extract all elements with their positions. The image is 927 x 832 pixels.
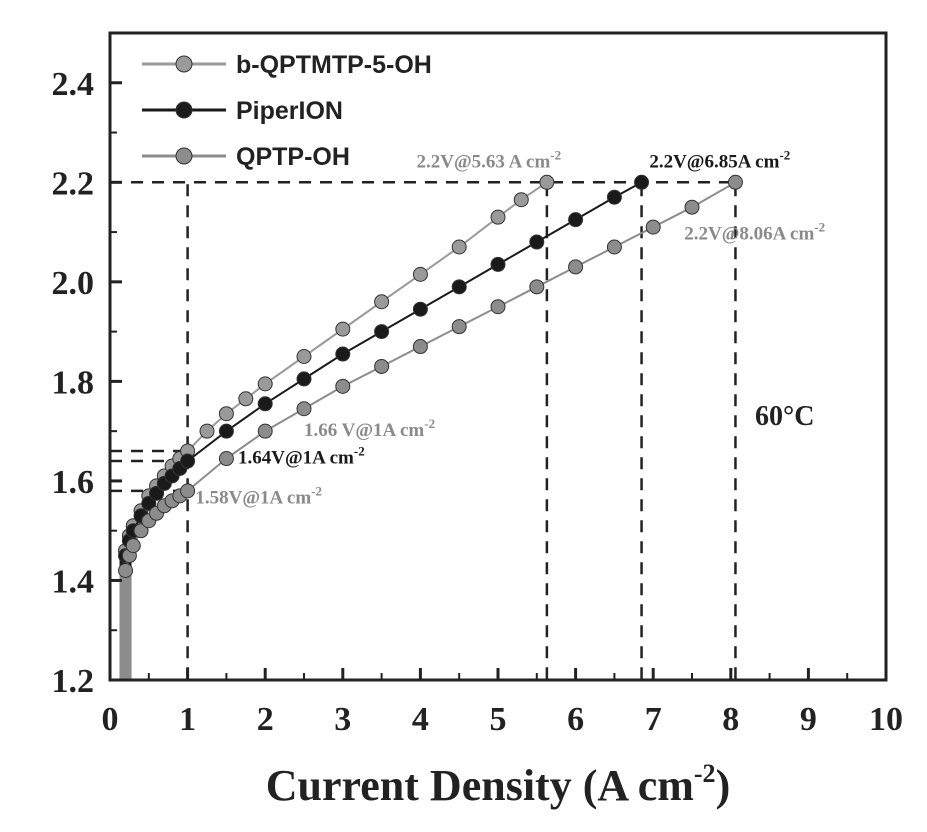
point-b-qptmtp-5-oh-17: [412, 266, 428, 282]
point-b-qptmtp-5-oh-10: [199, 423, 215, 439]
point-qptp-oh-15: [412, 339, 428, 355]
x-axis-title: Current Density (A cm-2): [266, 759, 730, 810]
point-qptp-oh-17: [490, 299, 506, 315]
y-tick-label-0: 1.2: [52, 663, 95, 700]
legend-label-b-qptmtp-5-oh: b-QPTMTP-5-OH: [236, 51, 432, 79]
x-tick-label-5: 5: [490, 701, 507, 738]
point-b-qptmtp-5-oh-12: [238, 391, 254, 407]
point-piperion-14: [374, 324, 390, 340]
point-piperion-11: [257, 396, 273, 412]
point-piperion-13: [335, 346, 351, 362]
x-tick-label-6: 6: [567, 701, 584, 738]
point-b-qptmtp-5-oh-13: [257, 376, 273, 392]
point-qptp-oh-12: [296, 401, 312, 417]
point-piperion-21: [634, 174, 650, 190]
y-tick-label-6: 2.4: [52, 66, 95, 103]
x-tick-label-9: 9: [800, 701, 817, 738]
point-piperion-15: [412, 301, 428, 317]
annotation-5: 2.2V@8.06A cm-2: [684, 220, 825, 245]
x-tick-label-4: 4: [412, 701, 429, 738]
point-b-qptmtp-5-oh-11: [218, 406, 234, 422]
x-tick-label-8: 8: [722, 701, 739, 738]
x-tick-label-2: 2: [257, 701, 274, 738]
point-qptp-oh-22: [684, 199, 700, 215]
series-layer: [118, 174, 743, 680]
point-qptp-oh-3: [133, 523, 149, 539]
x-axis-title-main: Current Density (A cm: [266, 761, 694, 810]
legend-marker-b-qptmtp-5-oh: [175, 55, 193, 73]
point-qptp-oh-14: [374, 358, 390, 374]
x-axis-title-sup: -2: [694, 759, 716, 788]
legend-label-piperion: PiperION: [236, 97, 343, 125]
legend-marker-qptp-oh: [175, 147, 193, 165]
point-qptp-oh-18: [529, 279, 545, 295]
plot-frame: [108, 31, 888, 682]
point-b-qptmtp-5-oh-19: [490, 209, 506, 225]
point-piperion-16: [451, 279, 467, 295]
x-tick-label-3: 3: [334, 701, 351, 738]
point-piperion-5: [149, 485, 165, 501]
point-qptp-oh-20: [606, 239, 622, 255]
x-axis-title-close: ): [716, 761, 731, 810]
point-piperion-9: [180, 453, 196, 469]
annotation-0: 1.66 V@1A cm-2: [304, 416, 435, 441]
x-tick-label-1: 1: [179, 701, 196, 738]
y-tick-label-5: 2.2: [52, 165, 95, 202]
annotation-1: 1.64V@1A cm-2: [238, 444, 365, 469]
point-qptp-oh-13: [335, 378, 351, 394]
x-tick-label-10: 10: [869, 701, 903, 738]
point-b-qptmtp-5-oh-14: [296, 349, 312, 364]
point-b-qptmtp-5-oh-20: [513, 192, 529, 208]
annotations: 1.66 V@1A cm-2 1.64V@1A cm-2 1.58V@1A cm-2…: [195, 147, 825, 508]
point-qptp-oh-21: [645, 219, 661, 235]
y-tick-label-1: 1.4: [52, 563, 95, 600]
point-piperion-4: [141, 495, 157, 511]
point-piperion-10: [218, 423, 234, 439]
annotation-3: 2.2V@5.63 A cm-2: [417, 147, 562, 172]
point-qptp-oh-23: [727, 174, 743, 190]
temperature-label: 60°C: [755, 401, 814, 432]
y-tick-label-3: 1.8: [52, 364, 95, 401]
point-qptp-oh-9: [180, 483, 196, 499]
point-b-qptmtp-5-oh-15: [335, 321, 351, 337]
legend: b-QPTMTP-5-OH PiperION QPTP-OH: [142, 51, 432, 171]
point-qptp-oh-19: [568, 259, 584, 275]
point-piperion-18: [529, 234, 545, 250]
point-qptp-oh-10: [218, 451, 234, 467]
x-tick-label-0: 0: [102, 701, 119, 738]
point-piperion-17: [490, 256, 506, 272]
point-b-qptmtp-5-oh-21: [539, 174, 555, 190]
annotation-4: 2.2V@6.85A cm-2: [649, 147, 790, 172]
point-qptp-oh-11: [257, 423, 273, 439]
point-piperion-12: [296, 371, 312, 387]
point-piperion-20: [606, 189, 622, 205]
series-line-qptp-oh: [124, 181, 736, 571]
annotation-2: 1.58V@1A cm-2: [195, 483, 322, 508]
legend-label-qptp-oh: QPTP-OH: [236, 143, 350, 171]
y-tick-label-2: 1.6: [52, 464, 95, 501]
point-qptp-oh-2: [125, 538, 141, 554]
y-tick-label-4: 2.0: [52, 265, 95, 302]
point-qptp-oh-16: [451, 319, 467, 335]
point-qptp-oh-0: [118, 563, 134, 579]
point-piperion-19: [568, 212, 584, 228]
x-tick-label-7: 7: [645, 701, 662, 738]
legend-marker-piperion: [175, 101, 193, 119]
point-b-qptmtp-5-oh-16: [374, 294, 390, 310]
axes: 0 1 2 3 4 5 6 7 8 9 10 1.2 1.4 1.6 1.8 2.0 2.2 2.4: [52, 66, 904, 738]
point-b-qptmtp-5-oh-18: [451, 239, 467, 255]
